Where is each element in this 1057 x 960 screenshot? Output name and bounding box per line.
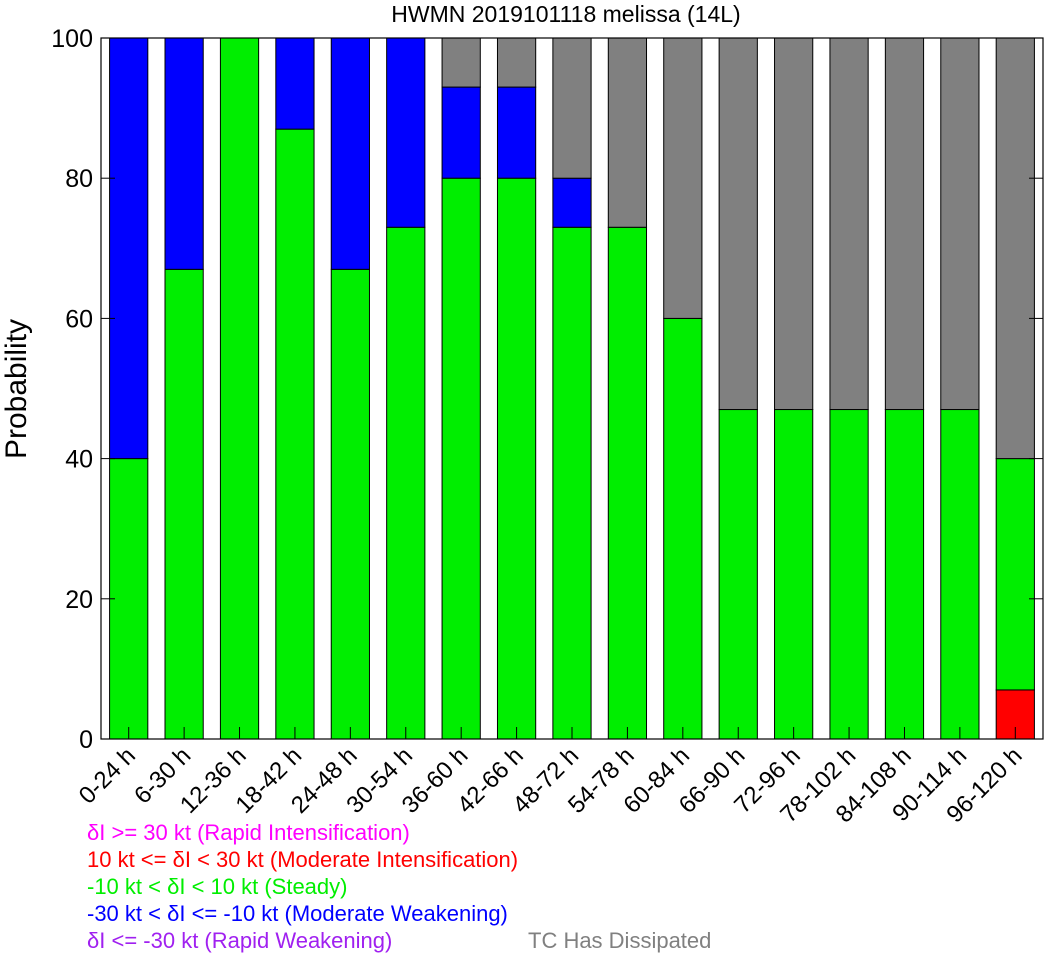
bar-segment-18-42-h-series-2 (275, 128, 315, 740)
bar-segment-84-108-h-series-5 (884, 37, 925, 411)
y-tick-label-40: 40 (65, 446, 93, 474)
bar-segment-90-114-h-series-2 (940, 409, 980, 740)
legend-rapid-intensification: δI >= 30 kt (Rapid Intensification) (87, 820, 410, 846)
legend-delta-symbol: δ (167, 901, 180, 926)
legend-text: I >= 30 kt (Rapid Intensification) (99, 820, 410, 845)
bar-segment-24-48-h-series-2 (330, 268, 370, 740)
bar-segment-96-120-h-series-5 (995, 37, 1035, 460)
legend-tc-dissipated: TC Has Dissipated (528, 928, 711, 954)
y-tick-label-0: 0 (79, 726, 93, 754)
legend-delta-symbol: δ (87, 928, 100, 953)
legend-prefix-text: 10 kt <= (87, 847, 173, 872)
bar-segment-78-102-h-series-5 (829, 37, 869, 411)
bar-segment-66-90-h-series-5 (718, 37, 758, 411)
legend-text: I <= -10 kt (Moderate Weakening) (179, 901, 508, 926)
x-ticks-group: 0-24 h6-30 h12-36 h18-42 h24-48 h30-54 h… (74, 727, 1028, 828)
y-tick-label-100: 100 (51, 25, 93, 53)
legend-moderate-intensification: 10 kt <= δI < 30 kt (Moderate Intensific… (87, 847, 518, 873)
legend-text: I <= -30 kt (Rapid Weakening) (99, 928, 393, 953)
bar-segment-42-66-h-series-5 (496, 37, 537, 88)
bar-segment-54-78-h-series-2 (607, 226, 648, 740)
legend-steady: -10 kt < δI < 10 kt (Steady) (87, 874, 347, 900)
bar-segment-54-78-h-series-5 (607, 37, 648, 228)
y-tick-label-20: 20 (65, 586, 93, 614)
y-axis-label: Probability (0, 319, 33, 459)
bar-segment-90-114-h-series-5 (940, 37, 980, 411)
bar-segment-72-96-h-series-2 (774, 409, 814, 740)
y-tick-label-80: 80 (65, 165, 93, 193)
bar-segment-6-30-h-series-2 (164, 268, 204, 740)
bar-segment-42-66-h-series-2 (496, 177, 537, 740)
bar-segment-48-72-h-series-2 (552, 226, 592, 740)
legend-delta-symbol: δ (87, 820, 100, 845)
bar-segment-84-108-h-series-2 (884, 409, 925, 740)
legend-prefix-text: -10 kt < (87, 874, 168, 899)
legend-delta-symbol: δ (172, 847, 185, 872)
bar-segment-30-54-h-series-2 (386, 226, 426, 740)
bar-segment-60-84-h-series-5 (663, 37, 703, 319)
legend-text: I < 30 kt (Moderate Intensification) (184, 847, 519, 872)
bar-segment-12-36-h-series-2 (219, 37, 260, 740)
bar-segment-48-72-h-series-5 (552, 37, 592, 179)
bar-segment-36-60-h-series-3 (441, 86, 481, 179)
legend-delta-symbol: δ (167, 874, 180, 899)
bar-segment-18-42-h-series-3 (275, 37, 315, 130)
bar-segment-72-96-h-series-5 (774, 37, 814, 411)
bar-segment-0-24-h-series-2 (109, 458, 149, 740)
bar-segment-78-102-h-series-2 (829, 409, 869, 740)
bar-segment-30-54-h-series-3 (386, 37, 426, 228)
chart-title: HWMN 2019101118 melissa (14L) (391, 1, 740, 27)
legend-rapid-weakening: δI <= -30 kt (Rapid Weakening) (87, 928, 392, 954)
bar-segment-48-72-h-series-3 (552, 177, 592, 228)
bar-segment-96-120-h-series-2 (995, 458, 1035, 691)
bar-segment-60-84-h-series-2 (663, 317, 703, 740)
y-tick-label-60: 60 (65, 305, 93, 333)
bar-segment-36-60-h-series-2 (441, 177, 481, 740)
legend-prefix-text: -30 kt < (87, 901, 168, 926)
bar-segment-0-24-h-series-3 (109, 37, 149, 460)
bar-segment-6-30-h-series-3 (164, 37, 204, 270)
legend-text: TC Has Dissipated (528, 928, 712, 953)
legend-text: I < 10 kt (Steady) (179, 874, 348, 899)
bar-segment-24-48-h-series-3 (330, 37, 370, 270)
y-ticks-group: 0 20 40 60 80 100 (51, 25, 1043, 754)
bar-segment-66-90-h-series-2 (718, 409, 758, 740)
bar-segment-36-60-h-series-5 (441, 37, 481, 88)
bar-segment-42-66-h-series-3 (496, 86, 537, 179)
legend-moderate-weakening: -30 kt < δI <= -10 kt (Moderate Weakenin… (87, 901, 508, 927)
bars-group (109, 37, 1035, 740)
